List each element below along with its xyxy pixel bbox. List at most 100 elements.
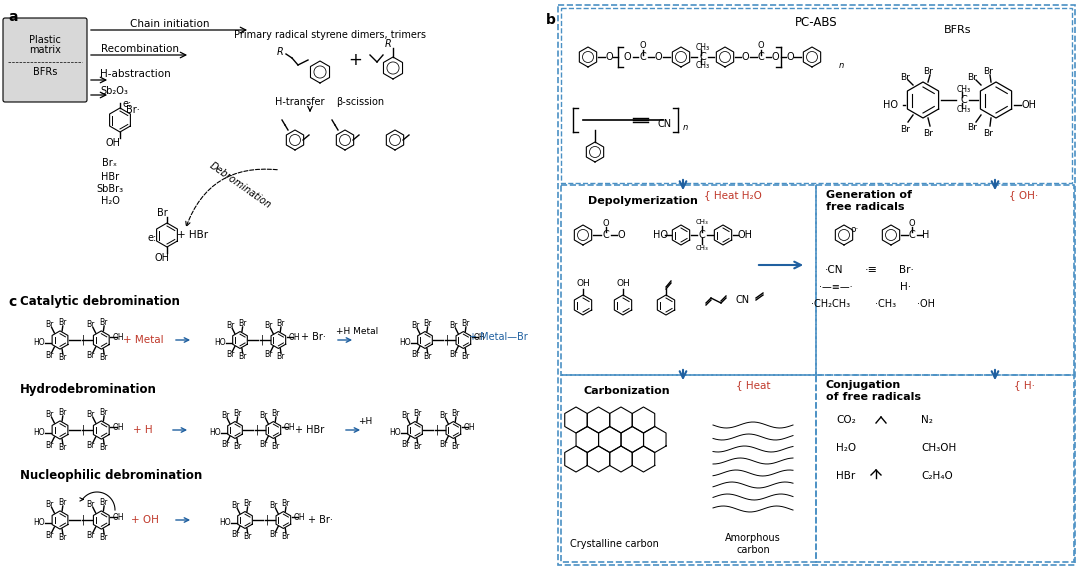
Text: + OH: + OH [131,515,159,525]
Text: C: C [639,52,646,62]
Text: Br: Br [45,410,54,419]
Text: Nucleophilic debromination: Nucleophilic debromination [21,468,202,481]
Text: O: O [603,219,609,227]
Text: H₂O: H₂O [836,443,856,453]
Text: |: | [82,425,85,435]
Text: { Heat H₂O: { Heat H₂O [704,190,761,200]
Text: Depolymerization: Depolymerization [588,196,698,206]
Text: Br: Br [58,533,66,542]
Text: R: R [384,39,391,49]
Text: Br: Br [58,353,66,362]
Text: Br: Br [226,350,234,359]
Text: free radicals: free radicals [826,202,905,212]
Text: O: O [623,52,631,62]
Bar [816,375,1074,562]
Text: Br: Br [451,442,459,451]
Text: Br: Br [276,319,284,328]
Text: |: | [256,425,259,435]
Text: HO: HO [33,428,44,437]
Text: OH: OH [288,333,300,342]
Text: OH: OH [113,423,124,432]
Text: H-transfer: H-transfer [275,97,325,107]
Text: O: O [786,52,794,62]
Text: Br: Br [422,319,431,328]
Text: Br: Br [449,350,458,359]
Text: Br: Br [99,498,108,507]
Text: |: | [435,425,438,435]
Text: Br: Br [45,441,54,450]
Text: HO: HO [219,518,231,527]
Bar [561,8,1072,183]
Text: OH: OH [738,230,753,240]
Text: + H: + H [133,425,152,435]
Text: H₂O: H₂O [100,196,120,206]
Text: Br: Br [413,409,421,418]
Text: HO: HO [883,100,899,110]
Text: N₂: N₂ [921,415,933,425]
Text: Br: Br [58,408,66,417]
Text: HO: HO [33,338,44,347]
Text: OH: OH [463,423,475,432]
Bar [558,5,1075,565]
Text: Br: Br [157,208,167,218]
Text: n: n [683,123,688,132]
Text: Br: Br [449,321,458,330]
Text: CH₃OH: CH₃OH [921,443,956,453]
Text: HO: HO [215,338,227,347]
Text: Br: Br [269,530,278,539]
Text: ·CH₃: ·CH₃ [876,299,896,309]
Text: Br: Br [265,321,273,330]
Text: + HBr: + HBr [295,425,325,435]
Text: Br: Br [269,501,278,510]
Text: { H·: { H· [1013,380,1035,390]
Text: |: | [446,335,449,345]
Text: Br: Br [983,128,993,138]
Text: Br: Br [99,408,108,417]
Text: Br: Br [923,128,933,138]
Text: Br: Br [58,443,66,452]
Text: Br: Br [967,74,977,82]
Text: CN: CN [735,295,751,305]
Text: |: | [82,335,85,345]
Text: O: O [654,52,662,62]
Text: Br: Br [86,500,95,509]
Text: H·: H· [901,282,912,292]
Text: CH₃: CH₃ [957,106,971,115]
Text: +H Metal: +H Metal [336,328,378,336]
Text: { Heat: { Heat [735,380,770,390]
Text: Br: Br [58,318,66,327]
Text: Br: Br [45,531,54,540]
Text: Br: Br [243,532,252,541]
Text: Sb₂O₃: Sb₂O₃ [100,86,127,96]
Text: Br: Br [259,440,268,449]
Text: O: O [639,42,646,50]
Text: O: O [741,52,748,62]
Text: + Metal: + Metal [123,335,163,345]
Text: HBr: HBr [100,172,119,182]
Text: CH₃: CH₃ [696,43,710,53]
Text: n: n [838,61,843,70]
Text: Br: Br [900,74,910,82]
Text: OH: OH [284,423,296,432]
Text: matrix: matrix [29,45,60,55]
Text: H-abstraction: H-abstraction [100,69,171,79]
Text: Br: Br [231,530,240,539]
Text: Br: Br [243,499,252,508]
Text: OH: OH [474,333,485,342]
Text: CH₃: CH₃ [696,245,708,251]
Text: HO: HO [210,428,221,437]
FancyBboxPatch shape [3,18,87,102]
Text: Br: Br [440,411,448,420]
Text: + Br·: + Br· [300,332,325,342]
Text: |: | [266,514,269,525]
Text: Br: Br [45,500,54,509]
Text: c: c [8,295,16,309]
Text: ·CH₂CH₃: ·CH₂CH₃ [811,299,851,309]
Text: C: C [700,52,706,62]
Text: Br: Br [45,320,54,329]
Text: Br: Br [58,498,66,507]
Text: e:: e: [147,233,157,243]
Text: Br: Br [422,352,431,361]
Text: Br: Br [923,67,933,77]
Text: O: O [758,42,765,50]
